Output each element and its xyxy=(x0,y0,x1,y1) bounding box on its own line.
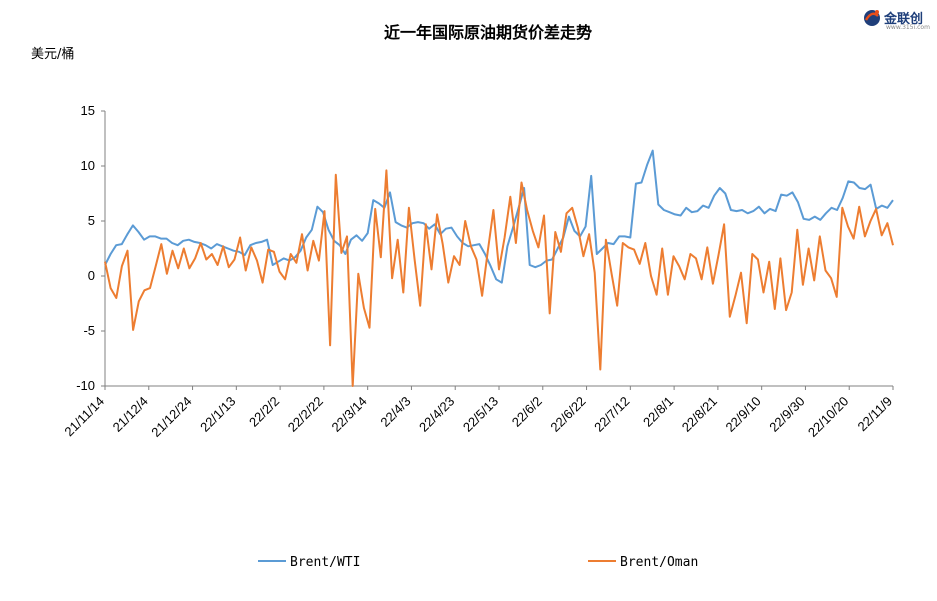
x-tick-label: 22/9/10 xyxy=(723,394,764,435)
x-axis: 21/11/14 21/12/421/12/24 22/1/13 22/2/2 22/2… xyxy=(61,386,895,440)
x-tick-label: 22/6/2 xyxy=(509,394,545,430)
x-tick-label: 22/2/2 xyxy=(246,394,282,430)
logo-text: 金联创 xyxy=(884,12,924,27)
chart-title: 近一年国际原油期货价差走势 xyxy=(384,23,592,42)
y-tick-label: 10 xyxy=(81,158,95,173)
x-tick-label: 22/7/12 xyxy=(591,394,632,435)
x-tick-label: 22/4/23 xyxy=(416,394,457,435)
y-axis-unit-label: 美元/桶 xyxy=(31,47,74,62)
y-tick-label: 15 xyxy=(81,103,95,118)
logo-icon xyxy=(864,10,880,26)
series-line-brent-oman xyxy=(104,169,894,387)
x-tick-label: 22/3/14 xyxy=(329,394,370,435)
y-axis: 15 10 5 0 -5 -10 xyxy=(76,103,105,393)
legend-label: Brent/Oman xyxy=(620,555,698,570)
x-tick-label: 21/12/4 xyxy=(110,394,151,435)
legend-label: Brent/WTI xyxy=(290,555,360,570)
x-tick-label: 22/8/21 xyxy=(679,394,720,435)
logo-subtext: www.315i.com xyxy=(886,24,930,31)
x-tick-label: 22/10/20 xyxy=(805,394,851,440)
x-tick-label: 22/11/9 xyxy=(855,394,896,435)
x-tick-label: 21/12/24 xyxy=(148,394,194,440)
x-tick-label: 22/1/13 xyxy=(197,394,238,435)
y-tick-label: -10 xyxy=(76,378,95,393)
y-tick-label: -5 xyxy=(83,323,95,338)
series-lines xyxy=(104,149,894,387)
x-tick-label: 22/6/22 xyxy=(547,394,588,435)
x-tick-label: 22/9/30 xyxy=(766,394,807,435)
x-tick-label: 22/4/3 xyxy=(377,394,413,430)
y-tick-label: 5 xyxy=(88,213,95,228)
brand-logo: 金联创 www.315i.com xyxy=(862,6,934,34)
x-tick-label: 22/5/13 xyxy=(460,394,501,435)
x-tick-label: 22/2/22 xyxy=(285,394,326,435)
y-tick-label: 0 xyxy=(88,268,95,283)
x-tick-label: 22/8/1 xyxy=(640,394,676,430)
legend: Brent/WTI Brent/Oman xyxy=(258,555,698,570)
x-tick-label: 21/11/14 xyxy=(61,394,107,440)
